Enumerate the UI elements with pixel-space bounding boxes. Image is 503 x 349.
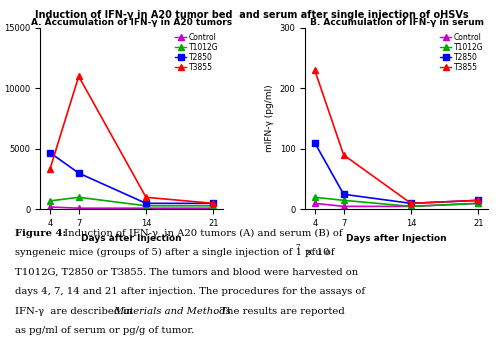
Text: T1012G, T2850 or T3855. The tumors and blood were harvested on: T1012G, T2850 or T3855. The tumors and b… — [15, 268, 358, 277]
Text: syngeneic mice (groups of 5) after a single injection of 1 × 10: syngeneic mice (groups of 5) after a sin… — [15, 248, 329, 257]
X-axis label: Days after Injection: Days after Injection — [81, 234, 182, 243]
Text: pfu of: pfu of — [302, 248, 334, 257]
Text: Figure 4:: Figure 4: — [15, 229, 66, 238]
Legend: Control, T1012G, T2850, T3855: Control, T1012G, T2850, T3855 — [174, 32, 219, 73]
Text: Induction of IFN-γ in A20 tumor bed  and serum after single injection of oHSVs: Induction of IFN-γ in A20 tumor bed and … — [35, 10, 468, 21]
Legend: Control, T1012G, T2850, T3855: Control, T1012G, T2850, T3855 — [439, 32, 484, 73]
Text: days 4, 7, 14 and 21 after injection. The procedures for the assays of: days 4, 7, 14 and 21 after injection. Th… — [15, 287, 365, 296]
Title: A. Accumulation of IFN-γ in A20 tumors: A. Accumulation of IFN-γ in A20 tumors — [31, 18, 232, 27]
Title: B. Accumulation of IFN-γ in serum: B. Accumulation of IFN-γ in serum — [309, 18, 483, 27]
Text: Induction of IFN-γ  in A20 tumors (A) and serum (B) of: Induction of IFN-γ in A20 tumors (A) and… — [61, 229, 343, 238]
Text: IFN-γ  are described in: IFN-γ are described in — [15, 306, 136, 315]
Y-axis label: mIFN-γ (pg/ml): mIFN-γ (pg/ml) — [265, 85, 274, 153]
Text: 7: 7 — [296, 243, 300, 251]
Text: as pg/ml of serum or pg/g of tumor.: as pg/ml of serum or pg/g of tumor. — [15, 326, 194, 335]
Text: Materials and Methods: Materials and Methods — [113, 306, 230, 315]
Text: . The results are reported: . The results are reported — [214, 306, 345, 315]
X-axis label: Days after Injection: Days after Injection — [346, 234, 447, 243]
